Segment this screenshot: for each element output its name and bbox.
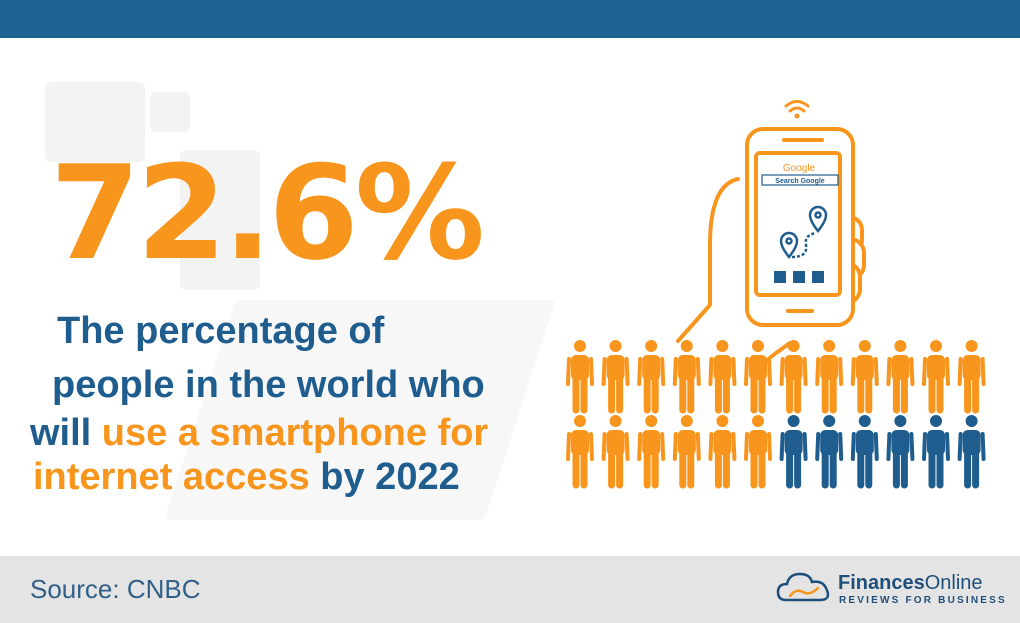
person-icon [566,340,594,414]
phone-brand-label: Google [783,163,816,174]
phone-icon [745,127,855,327]
person-icon [566,415,594,489]
person-icon [850,415,879,489]
people-chart [566,340,986,489]
person-icon [708,340,737,414]
person-icon [672,415,701,489]
headline-highlight: use a smartphone for [101,412,489,454]
background-decoration [150,92,190,132]
phone-search-box [761,174,839,186]
headline-line-3: will use a smartphone for [30,414,488,452]
headline-line-4: internet access by 2022 [33,458,460,496]
top-bar [0,0,1020,38]
person-icon [815,415,844,489]
cloud-logo-icon [776,572,830,602]
phone-search-placeholder: Search Google [775,178,825,185]
person-icon [815,340,844,414]
person-icon [850,340,879,414]
brand-name-light: Online [924,572,983,594]
headline-line-1: The percentage of [57,312,384,350]
person-icon [886,415,915,489]
app-tiles [774,271,824,283]
person-icon [922,340,950,414]
person-icon [886,340,915,414]
headline-line-2: people in the world who [52,366,485,404]
person-icon [957,415,986,489]
brand-name-bold: Finances [838,572,925,594]
headline-text: The percentage of [57,310,385,352]
wifi-icon [784,100,810,119]
headline-text: by 2022 [309,456,460,498]
brand-tagline: REVIEWS FOR BUSINESS [839,595,1007,606]
person-icon [744,415,772,489]
person-icon [637,340,666,414]
background-decoration [180,150,260,290]
person-icon [601,415,630,489]
person-icon [637,415,666,489]
headline-stat: 72.6% [50,137,485,289]
person-icon [957,340,986,414]
person-icon [779,340,808,414]
background-decoration [45,82,145,162]
smartphone-illustration: Google Search Google [566,100,986,489]
person-icon [779,415,808,489]
footer-bar [0,556,1020,623]
headline-text: people in the world who [52,364,485,406]
headline-highlight: internet access [33,456,310,498]
headline-text: will [30,412,102,454]
person-icon [922,415,950,489]
person-icon [744,340,772,414]
map-pin-icon [779,205,828,260]
source-label: Source: CNBC [30,574,201,604]
person-icon [601,340,630,414]
brand-logo-text: FinancesOnline [838,572,983,595]
person-icon [672,340,701,414]
person-icon [708,415,737,489]
